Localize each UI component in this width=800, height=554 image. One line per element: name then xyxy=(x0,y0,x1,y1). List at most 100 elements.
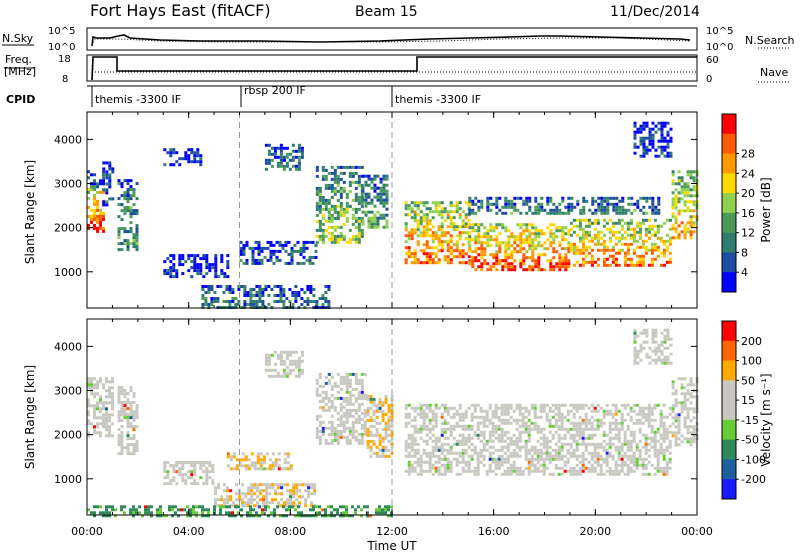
heatmap-cell xyxy=(461,261,465,265)
heatmap-cell xyxy=(187,257,191,261)
heatmap-cell xyxy=(572,403,576,407)
heatmap-cell xyxy=(428,418,432,422)
heatmap-cell xyxy=(300,353,304,357)
heatmap-cell xyxy=(407,463,411,467)
heatmap-cell xyxy=(111,380,114,384)
heatmap-cell xyxy=(563,427,567,431)
heatmap-cell xyxy=(686,428,690,432)
heatmap-cell xyxy=(668,260,672,264)
heatmap-cell xyxy=(117,227,121,231)
heatmap-cell xyxy=(650,439,654,443)
heatmap-cell xyxy=(272,243,276,247)
heatmap-cell xyxy=(282,368,286,372)
heatmap-cell xyxy=(677,419,681,423)
heatmap-cell xyxy=(677,401,681,405)
heatmap-cell xyxy=(539,454,543,458)
heatmap-cell xyxy=(653,451,657,455)
heatmap-cell xyxy=(373,183,377,187)
heatmap-cell xyxy=(126,407,130,411)
heatmap-cell xyxy=(575,457,579,461)
heatmap-cell xyxy=(534,229,538,233)
heatmap-cell xyxy=(135,233,139,237)
heatmap-cell xyxy=(99,226,102,230)
heatmap-cell xyxy=(488,454,492,458)
heatmap-cell xyxy=(477,205,481,209)
heatmap-cell xyxy=(680,404,684,408)
heatmap-cell xyxy=(267,152,271,156)
heatmap-cell xyxy=(528,196,532,200)
heatmap-cell xyxy=(108,179,112,183)
heatmap-cell xyxy=(635,448,639,452)
heatmap-cell xyxy=(489,226,493,230)
heatmap-cell xyxy=(324,402,328,406)
heatmap-cell xyxy=(313,492,317,496)
heatmap-cell xyxy=(483,259,487,263)
heatmap-cell xyxy=(132,413,136,417)
heatmap-cell xyxy=(437,234,441,238)
heatmap-cell xyxy=(289,489,293,493)
heatmap-cell xyxy=(336,216,340,220)
heatmap-cell xyxy=(251,246,255,250)
heatmap-cell xyxy=(440,472,444,476)
heatmap-cell xyxy=(345,195,349,199)
heatmap-cell xyxy=(297,371,301,375)
heatmap-cell xyxy=(506,466,510,470)
heatmap-cell xyxy=(500,436,504,440)
heatmap-cell xyxy=(674,215,678,219)
heatmap-cell xyxy=(184,482,188,486)
heatmap-cell xyxy=(452,457,456,461)
heatmap-cell xyxy=(611,221,615,225)
heatmap-cell xyxy=(533,412,537,416)
heatmap-cell xyxy=(202,275,206,279)
heatmap-cell xyxy=(452,225,456,229)
heatmap-cell xyxy=(321,168,325,172)
heatmap-cell xyxy=(288,350,292,354)
heatmap-cell xyxy=(498,196,502,200)
heatmap-cell xyxy=(105,188,109,192)
heatmap-cell xyxy=(557,412,561,416)
heatmap-cell xyxy=(653,466,657,470)
heatmap-cell xyxy=(443,403,447,407)
colorbar-tick-label: 4 xyxy=(741,266,748,279)
heatmap-cell xyxy=(476,463,480,467)
heatmap-cell xyxy=(608,442,612,446)
heatmap-cell xyxy=(560,412,564,416)
heatmap-cell xyxy=(434,255,438,259)
heatmap-cell xyxy=(244,504,248,508)
heatmap-cell xyxy=(431,231,435,235)
heatmap-cell xyxy=(120,242,124,246)
heatmap-cell xyxy=(367,219,371,223)
heatmap-cell xyxy=(654,346,658,350)
heatmap-cell xyxy=(689,230,693,234)
heatmap-cell xyxy=(162,514,165,518)
heatmap-cell xyxy=(528,205,532,209)
heatmap-cell xyxy=(593,442,597,446)
heatmap-cell xyxy=(272,249,276,253)
heatmap-cell xyxy=(482,463,486,467)
heatmap-cell xyxy=(129,452,133,456)
heatmap-cell xyxy=(312,294,316,297)
heatmap-cell xyxy=(518,409,522,413)
heatmap-cell xyxy=(147,508,150,512)
heatmap-cell xyxy=(336,384,340,388)
heatmap-cell xyxy=(342,222,346,226)
heatmap-cell xyxy=(379,177,383,181)
heatmap-cell xyxy=(199,257,203,261)
heatmap-cell xyxy=(199,467,203,471)
heatmap-cell xyxy=(431,472,435,476)
heatmap-cell xyxy=(557,451,561,455)
heatmap-cell xyxy=(360,432,364,436)
heatmap-cell xyxy=(99,211,102,215)
heatmap-cell xyxy=(537,232,541,236)
heatmap-cell xyxy=(572,421,576,425)
heatmap-cell xyxy=(653,403,657,407)
heatmap-cell xyxy=(560,421,564,425)
heatmap-cell xyxy=(617,472,621,476)
heatmap-cell xyxy=(348,414,352,418)
heatmap-cell xyxy=(105,161,109,165)
heatmap-cell xyxy=(93,193,96,197)
heatmap-cell xyxy=(591,196,595,200)
heatmap-cell xyxy=(683,416,687,420)
heatmap-cell xyxy=(404,445,408,449)
heatmap-cell xyxy=(102,211,105,215)
